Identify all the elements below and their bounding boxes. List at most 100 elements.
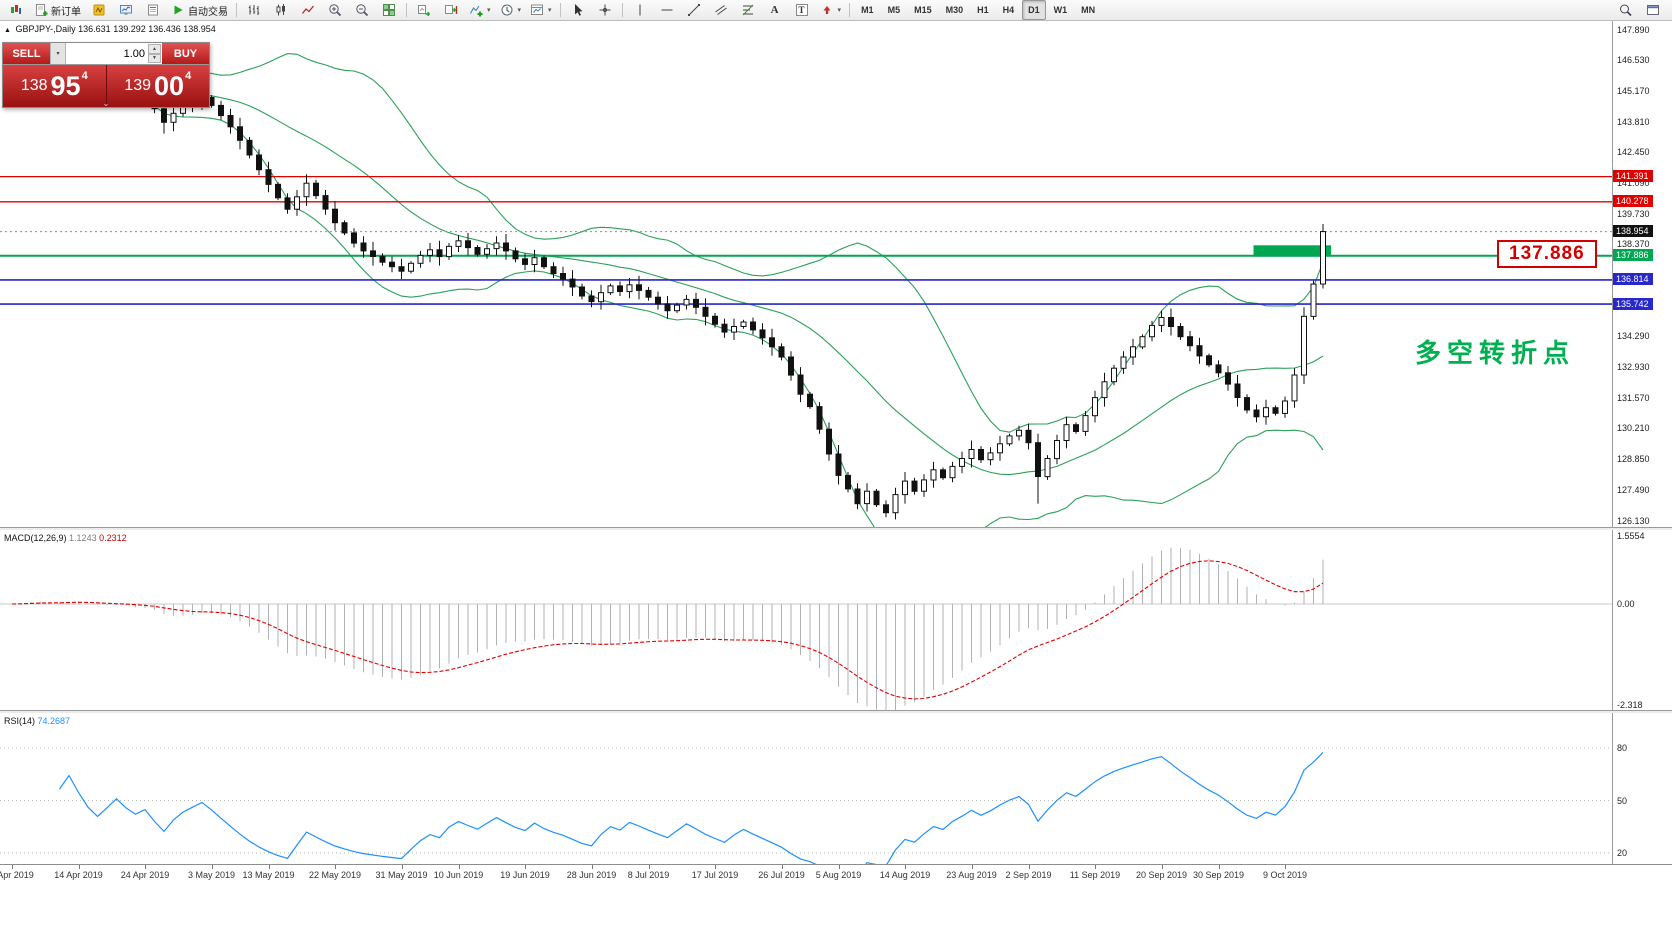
price-axis-border xyxy=(1612,21,1613,864)
date-label: 14 Apr 2019 xyxy=(54,870,103,880)
market-watch-button[interactable] xyxy=(113,0,139,20)
timeframe-h4-button[interactable]: H4 xyxy=(1002,5,1015,15)
timeframe-w1-button[interactable]: W1 xyxy=(1053,5,1068,15)
price-tick-label: -2.318 xyxy=(1617,700,1643,710)
data-window-icon xyxy=(148,4,158,16)
sell-button[interactable]: SELL xyxy=(3,43,50,64)
new-order-button[interactable]: 新订单 xyxy=(30,0,85,20)
macd-main-value: 1.1243 xyxy=(69,533,97,543)
auto-scroll-button[interactable] xyxy=(411,0,437,20)
date-label: 13 May 2019 xyxy=(242,870,295,880)
buy-button[interactable]: BUY xyxy=(162,43,209,64)
new-window-button[interactable] xyxy=(1640,0,1666,20)
zoom-out-button[interactable] xyxy=(349,0,375,20)
text-label-button[interactable]: T xyxy=(789,0,815,20)
price-tick-label: 145.170 xyxy=(1617,85,1650,96)
timeframe-group: M1 M5 M15 M30 H1 H4 D1 W1 MN xyxy=(854,0,1102,20)
date-tick xyxy=(971,865,973,869)
macd-signal-line xyxy=(11,560,1324,700)
trade-prices-row: 138 95 4 139 00 4 ⌄ xyxy=(3,65,209,108)
date-tick xyxy=(905,865,906,869)
panel-toggle-icon[interactable]: ▲ xyxy=(4,27,11,34)
crosshair-button[interactable] xyxy=(592,0,618,20)
trendline-button[interactable] xyxy=(681,0,707,20)
price-tick-label: 143.810 xyxy=(1617,116,1650,127)
timeframe-m1-button[interactable]: M1 xyxy=(861,5,874,15)
ask-price-display[interactable]: 139 00 4 xyxy=(106,65,209,107)
candlestick-chart-button[interactable] xyxy=(268,0,294,20)
search-button[interactable] xyxy=(1612,0,1638,20)
autotrading-play-icon xyxy=(174,5,183,15)
fibonacci-button[interactable] xyxy=(735,0,761,20)
chart-ohlc-header: ▲ GBPJPY-,Daily 136.631 139.292 136.436 … xyxy=(4,24,216,34)
bid-main: 138 xyxy=(20,77,48,94)
price-line-tag: 138.954 xyxy=(1613,225,1653,238)
arrows-button[interactable]: ▾ xyxy=(816,0,846,20)
chart-shift-icon xyxy=(445,5,458,14)
indicators-icon xyxy=(470,5,483,17)
highlight-rectangle[interactable] xyxy=(1253,245,1332,257)
timeframe-d1-button[interactable]: D1 xyxy=(1022,0,1046,20)
tile-windows-button[interactable] xyxy=(376,0,402,20)
date-label: 9 Oct 2019 xyxy=(1262,870,1308,880)
panel-collapse-icon[interactable]: ⌄ xyxy=(102,99,110,108)
horizontal-line-button[interactable] xyxy=(654,0,680,20)
pane-separator[interactable] xyxy=(0,527,1672,530)
trade-options-caret[interactable]: ▾ xyxy=(50,43,66,64)
metaeditor-button[interactable] xyxy=(86,0,112,20)
toolbar-separator xyxy=(559,3,561,17)
volume-down-button[interactable]: ▼ xyxy=(148,53,161,63)
volume-field: ▲ ▼ xyxy=(66,43,162,64)
zoom-in-button[interactable] xyxy=(322,0,348,20)
date-label: 4 Apr 2019 xyxy=(0,870,34,880)
price-tick-label: 50 xyxy=(1617,795,1628,806)
periods-button[interactable]: ▾ xyxy=(496,0,526,20)
data-window-button[interactable] xyxy=(140,0,166,20)
vertical-line-button[interactable] xyxy=(627,0,653,20)
price-target-label[interactable]: 137.886 xyxy=(1497,240,1597,268)
text-button[interactable]: A xyxy=(762,0,788,20)
toolbar-right-group xyxy=(1612,0,1669,20)
volume-input[interactable] xyxy=(66,43,162,64)
cursor-button[interactable] xyxy=(565,0,591,20)
date-label: 3 May 2019 xyxy=(187,870,236,880)
date-axis[interactable]: 4 Apr 2019 14 Apr 2019 24 Apr 2019 3 May 20… xyxy=(0,864,1672,886)
chart-shift-button[interactable] xyxy=(438,0,464,20)
price-tick-label: 141.090 xyxy=(1617,177,1650,188)
metaeditor-icon xyxy=(93,4,105,16)
bar-chart-button[interactable] xyxy=(241,0,267,20)
timeframe-mn-button[interactable]: MN xyxy=(1081,5,1096,15)
channel-button[interactable] xyxy=(708,0,734,20)
macd-signal-value: 0.2312 xyxy=(99,533,127,543)
volume-spinner: ▲ ▼ xyxy=(148,44,161,63)
indicators-button[interactable]: ▾ xyxy=(465,0,495,20)
zoom-in-icon xyxy=(329,4,342,17)
chevron-down-icon: ▾ xyxy=(487,7,491,14)
bid-price-display[interactable]: 138 95 4 xyxy=(3,65,107,107)
date-label: 23 Aug 2019 xyxy=(946,870,997,880)
price-tick-label: 147.890 xyxy=(1617,24,1650,35)
price-line-tag: 137.886 xyxy=(1613,249,1653,262)
date-tick xyxy=(591,865,593,869)
fibonacci-icon xyxy=(742,4,753,16)
timeframe-m30-button[interactable]: M30 xyxy=(945,5,964,15)
price-tick-label: 130.210 xyxy=(1617,423,1650,434)
trendline-icon xyxy=(687,4,700,16)
volume-up-button[interactable]: ▲ xyxy=(148,44,161,54)
price-line-tag: 135.742 xyxy=(1613,297,1653,310)
turning-point-annotation[interactable]: 多空转折点 xyxy=(1415,338,1576,368)
timeframe-m5-button[interactable]: M5 xyxy=(887,5,901,15)
price-axis[interactable]: 147.890 146.530 145.170 143.810 142.450 141.0… xyxy=(1613,21,1672,884)
auto-scroll-icon xyxy=(418,5,430,17)
arrows-icon xyxy=(823,6,831,14)
line-chart-button[interactable] xyxy=(295,0,321,20)
autotrading-button[interactable]: 自动交易 xyxy=(167,0,232,20)
timeframe-h1-button[interactable]: H1 xyxy=(977,5,989,15)
timeframe-m15-button[interactable]: M15 xyxy=(914,5,932,15)
date-label: 8 Jul 2019 xyxy=(627,870,670,880)
date-tick xyxy=(1095,865,1096,869)
templates-button[interactable]: ▾ xyxy=(526,0,556,20)
pane-separator[interactable] xyxy=(0,710,1672,713)
date-tick xyxy=(838,865,840,869)
